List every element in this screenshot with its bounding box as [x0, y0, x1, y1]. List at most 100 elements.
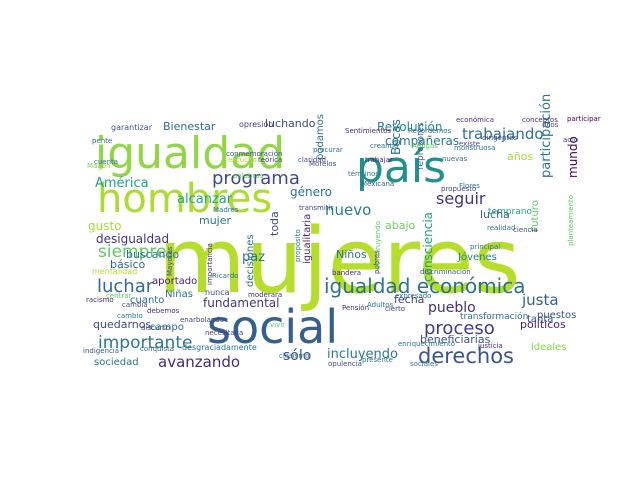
word-cambio: cambio: [117, 312, 143, 320]
word-mujeres: mujeres: [158, 209, 520, 314]
word-magon: Magón: [87, 162, 111, 170]
word-trabajar: trabajar: [365, 156, 393, 164]
word-madres: Madres: [213, 206, 239, 214]
word-recordemos: Recordemos: [408, 127, 452, 135]
word-centrar: centrar: [106, 292, 132, 300]
word-beneficiarias: beneficiarias: [420, 333, 491, 346]
word-morelos: Morelos: [309, 160, 337, 168]
word-justicia: justicia: [477, 342, 503, 350]
word-aportado: aportado: [152, 276, 197, 287]
word-abajo: abajo: [385, 219, 416, 232]
word-anos: años: [507, 150, 533, 163]
word-procurar: procurar: [313, 146, 343, 154]
word-sociales: sociales: [410, 360, 438, 368]
word-companeras: compañeras: [385, 134, 459, 148]
word-conmemoracion: conmemoración: [226, 150, 282, 158]
word-acto: acto: [563, 136, 578, 144]
word-expresado: expresado: [395, 292, 431, 300]
word-moderara: moderara: [248, 291, 282, 299]
word-justa: justa: [521, 291, 559, 309]
word-buscando: buscando: [126, 248, 179, 261]
word-economica: económica: [456, 116, 494, 124]
word-conquista: conquista: [140, 345, 174, 353]
word-pobres: pobres: [373, 250, 381, 274]
word-mujer: mujer: [199, 214, 232, 227]
word-futuro: Futuro: [530, 200, 541, 232]
word-fecha: fecha: [394, 293, 424, 306]
word-necesitada: necesitada: [205, 329, 243, 337]
word-proposito: propósito: [294, 229, 302, 262]
word-becas: Becas: [389, 119, 403, 155]
word-dirigentes: dirigentes: [482, 134, 517, 142]
word-palabras: palabras: [233, 172, 264, 180]
word-dios: Dios: [543, 121, 559, 129]
word-terminos: términos: [348, 170, 379, 178]
word-luchar: luchar: [97, 276, 154, 297]
word-debemos: debemos: [147, 307, 180, 315]
word-toda: toda: [268, 211, 281, 236]
word-racismo: racismo: [86, 296, 114, 304]
word-revolucion: Revolución: [377, 120, 442, 134]
word-propuesto: propuesto: [441, 185, 476, 193]
word-nunca: nunca: [205, 288, 230, 297]
word-ciencia: ciencia: [513, 226, 538, 234]
word-campo: campo: [150, 322, 184, 333]
word-nuevo: nuevo: [325, 201, 371, 219]
word-importante: importante: [98, 333, 192, 353]
word-desigualdad: desigualdad: [96, 232, 169, 246]
word-solo: sólo: [283, 348, 311, 364]
word-discurso: discurso: [141, 324, 170, 332]
word-proceso: proceso: [424, 318, 495, 339]
word-construyendo: Construyendo: [374, 221, 382, 270]
word-mentalidad: mentalidad: [92, 267, 137, 276]
word-mayores: Mayores: [166, 246, 174, 276]
word-cuanto: cuanto: [130, 295, 164, 306]
word-basico: básico: [110, 258, 146, 271]
word-america: América: [95, 176, 149, 191]
word-siempre: siempre: [98, 242, 166, 262]
word-discriminacion: discriminación: [420, 268, 471, 276]
word-puestos: puestos: [537, 310, 576, 321]
word-igualitaria: igualitaria: [302, 214, 313, 264]
word-seguir: seguir: [436, 189, 486, 208]
word-transformacion: transformación: [460, 311, 528, 322]
word-sociedad: sociedad: [94, 357, 139, 368]
word-igualdad: igualdad: [95, 128, 285, 179]
word-cambia: cambia: [122, 301, 148, 309]
word-mexicana: Mexicana: [361, 180, 394, 188]
word-programa: programa: [212, 168, 300, 189]
word-lucha: lucha: [480, 208, 510, 221]
word-podamos: podamos: [315, 114, 326, 160]
word-genero: género: [290, 185, 332, 199]
word-opresion: opresión: [239, 119, 273, 129]
word-ideales: ideales: [531, 342, 567, 353]
word-gusto: gusto: [88, 219, 122, 233]
word-derechos: derechos: [418, 344, 514, 368]
word-enriquecimiento: enriquecimiento: [398, 340, 455, 348]
word-flores: Flores: [459, 182, 480, 190]
word-politicos: políticos: [520, 318, 566, 331]
word-enarbolando: enarbolando: [180, 316, 224, 324]
word-existe: existe: [459, 140, 480, 148]
word-tanta: tanta: [527, 314, 553, 325]
word-social: social: [207, 300, 338, 354]
word-avanzando: avanzando: [158, 353, 240, 371]
word-alcanzar: alcanzar: [177, 192, 233, 207]
word-realidad: realidad: [487, 224, 515, 232]
word-consciencia: consciencia: [421, 212, 435, 282]
word-conceptos: conceptos: [522, 116, 558, 124]
word-ricardo: Ricardo: [212, 272, 238, 280]
word-pension: Pensión: [342, 304, 369, 312]
word-fundamental: fundamental: [203, 296, 279, 310]
word-luchando: luchando: [265, 117, 316, 130]
word-ninos: Niños: [336, 248, 367, 261]
word-trabajando: trabajando: [462, 125, 544, 143]
word-pueblo: pueblo: [428, 300, 476, 316]
word-principal: principal: [470, 243, 500, 251]
word-planteamiento: planteamiento: [567, 195, 575, 246]
word-jovenes: Jóvenes: [457, 251, 497, 263]
word-escucho: escucho: [228, 156, 257, 164]
word-quedarnos: quedarnos: [93, 318, 151, 331]
